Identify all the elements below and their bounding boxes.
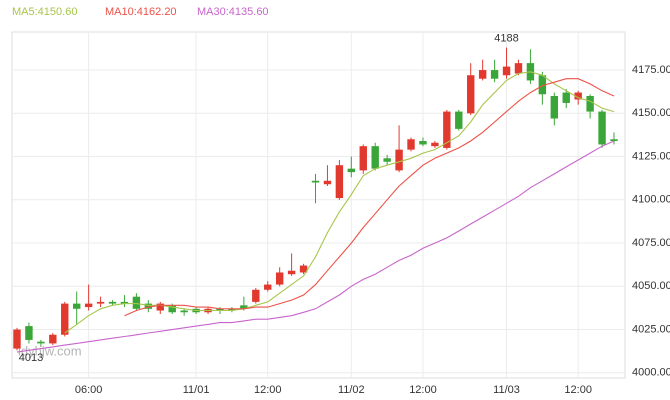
- ma-line: [16, 140, 615, 353]
- x-tick-label: 06:00: [75, 384, 103, 396]
- candle-body: [168, 305, 176, 313]
- candle-body: [132, 296, 141, 309]
- y-tick-label: 4075.00: [632, 237, 670, 249]
- legend-entry: MA10:4162.20: [105, 6, 177, 18]
- plot-frame: [11, 31, 626, 379]
- candle-body: [216, 308, 224, 311]
- candle-body: [120, 301, 129, 304]
- x-tick-label: 11/01: [183, 384, 210, 396]
- y-tick-label: 4175.00: [632, 64, 670, 76]
- max-annotation: 4188: [494, 32, 518, 44]
- ma-line: [124, 78, 615, 317]
- candle-body: [443, 111, 451, 148]
- y-tick-label: 4025.00: [632, 323, 670, 335]
- min-annotation: 4013: [19, 352, 43, 364]
- candle-body: [395, 149, 403, 171]
- candle-body: [431, 142, 439, 147]
- candle-body: [25, 326, 33, 340]
- candle-body: [72, 303, 81, 309]
- candle-body: [299, 265, 308, 273]
- candle-body: [252, 289, 260, 302]
- x-tick-label: 12:00: [564, 384, 592, 396]
- y-tick-label: 4050.00: [632, 280, 670, 292]
- x-tick-label: 11/03: [493, 384, 520, 396]
- candle-body: [323, 180, 332, 185]
- candle-body: [610, 139, 618, 141]
- candle-body: [586, 96, 594, 112]
- legend-entry: MA5:4150.60: [12, 6, 77, 18]
- candle-body: [240, 305, 248, 309]
- candle-body: [108, 301, 117, 304]
- candle-body: [550, 96, 559, 119]
- candle-body: [61, 303, 69, 335]
- candle-body: [49, 334, 57, 344]
- candle-body: [407, 139, 415, 150]
- candle-body: [490, 70, 499, 79]
- candle-body: [419, 140, 427, 145]
- candle-body: [311, 180, 320, 183]
- candle-body: [37, 341, 45, 344]
- candle-body: [96, 301, 105, 304]
- candle-body: [455, 111, 463, 129]
- y-tick-label: 4100.00: [632, 194, 670, 206]
- candle-body: [264, 284, 272, 290]
- y-tick-label: 4000.00: [632, 367, 670, 379]
- candle-body: [514, 63, 523, 74]
- candle-body: [13, 329, 21, 349]
- watermark: ldyhjw.com: [18, 343, 82, 358]
- candle-body: [335, 165, 344, 199]
- candle-body: [156, 303, 164, 311]
- candle-body: [538, 75, 547, 95]
- x-tick-label: 12:00: [409, 384, 437, 396]
- legend-entry: MA30:4135.60: [197, 6, 269, 18]
- x-tick-label: 11/02: [338, 384, 365, 396]
- candle-body: [287, 270, 296, 275]
- candle-body: [84, 303, 93, 308]
- x-tick-label: 12:00: [254, 384, 282, 396]
- candle-body: [371, 146, 379, 169]
- y-tick-label: 4150.00: [632, 107, 670, 119]
- candle-body: [574, 92, 582, 100]
- candle-body: [502, 66, 511, 76]
- candle-body: [383, 158, 391, 162]
- candle-body: [359, 146, 367, 171]
- candle-body: [562, 92, 570, 103]
- candle-body: [478, 70, 487, 79]
- ma-line: [64, 71, 615, 334]
- y-tick-label: 4125.00: [632, 150, 670, 162]
- candle-body: [598, 111, 606, 145]
- candle-body: [144, 303, 153, 309]
- candle-body: [180, 310, 188, 313]
- candle-body: [275, 272, 284, 285]
- candle-body: [347, 168, 356, 173]
- candle-body: [228, 308, 236, 311]
- candle-body: [467, 75, 475, 114]
